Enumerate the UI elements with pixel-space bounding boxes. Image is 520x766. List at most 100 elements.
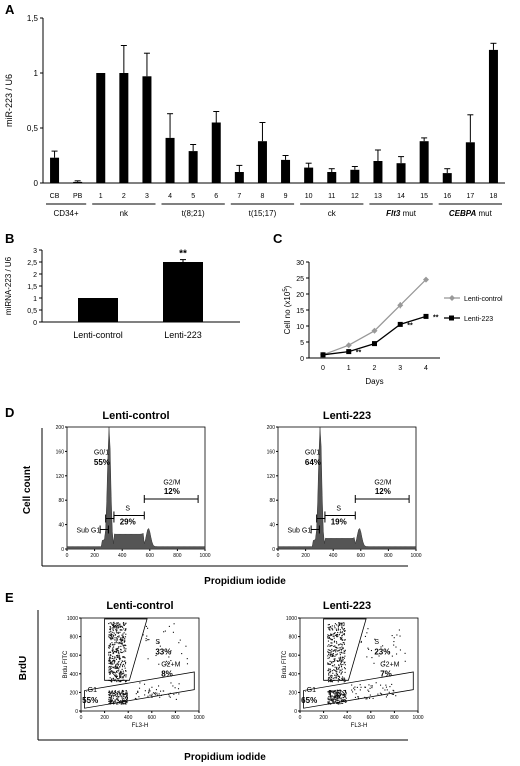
dot	[336, 695, 338, 697]
dot	[334, 689, 336, 692]
dot	[123, 703, 125, 705]
dot	[334, 695, 336, 697]
dot	[335, 651, 337, 653]
dot	[125, 669, 127, 672]
dot	[340, 622, 342, 624]
histogram	[66, 427, 206, 550]
dot	[108, 700, 110, 702]
y-axis-label: Cell no (x105)	[283, 285, 292, 334]
dot	[343, 667, 346, 669]
dot	[121, 637, 123, 639]
dot	[391, 655, 393, 657]
dot	[122, 697, 124, 699]
s-percentage: 29%	[120, 518, 136, 527]
g2m-label: G2/M	[163, 479, 180, 486]
x-tick-label: 1000	[410, 553, 421, 559]
dot	[343, 678, 345, 680]
dot	[337, 699, 339, 702]
dot	[338, 664, 340, 666]
dot	[108, 631, 110, 633]
dot	[382, 687, 384, 689]
dot	[334, 649, 336, 651]
x-tick-label: 600	[146, 553, 155, 559]
dot	[118, 623, 120, 625]
dot	[344, 651, 346, 653]
dot	[185, 645, 187, 647]
dot	[341, 646, 343, 648]
dot	[336, 624, 338, 626]
dot	[398, 629, 400, 631]
dot	[116, 622, 118, 625]
dot	[338, 675, 340, 677]
group-label: t(15;17)	[249, 209, 277, 218]
dot	[329, 637, 331, 640]
dot	[110, 627, 112, 629]
dot	[142, 634, 144, 636]
dot	[120, 694, 122, 696]
dot	[109, 672, 111, 674]
dot	[345, 701, 347, 703]
g01-percentage: 55%	[94, 458, 110, 467]
y-tick-label: 1000	[286, 616, 297, 622]
dot	[343, 629, 345, 631]
dot	[330, 698, 332, 700]
dot	[116, 623, 118, 625]
dot	[114, 637, 116, 639]
x-tick-label: 4	[424, 365, 428, 372]
dot	[121, 660, 123, 662]
dot	[116, 639, 119, 641]
dot	[335, 674, 337, 676]
dot	[120, 670, 122, 672]
dot	[351, 691, 354, 693]
dot	[113, 701, 115, 703]
dot	[339, 700, 341, 702]
dot	[340, 665, 342, 667]
g2m-percentage: 7%	[380, 670, 392, 679]
dot	[328, 681, 330, 683]
dot	[333, 664, 336, 666]
dot	[335, 668, 338, 670]
dot	[112, 628, 114, 630]
g1-g2m-gate	[303, 671, 414, 709]
dot	[116, 656, 118, 658]
dot	[328, 657, 330, 659]
dot	[110, 661, 112, 663]
dot	[328, 692, 330, 694]
dot	[336, 674, 338, 676]
significance-mark: **	[179, 249, 187, 260]
dot	[112, 650, 114, 653]
legend-marker	[449, 295, 455, 301]
dot	[112, 631, 114, 633]
dot	[125, 644, 127, 647]
dot	[118, 661, 120, 663]
dot	[344, 652, 346, 654]
dot	[178, 683, 180, 685]
dot	[343, 623, 345, 625]
g2m-label: G2+M	[161, 661, 180, 668]
dot	[109, 665, 111, 668]
category-label: CB	[50, 193, 60, 200]
dot	[114, 665, 116, 668]
dot	[115, 641, 117, 643]
dot	[117, 678, 119, 680]
dot	[124, 623, 126, 625]
dot	[164, 630, 166, 632]
dot	[117, 661, 119, 663]
dot	[155, 654, 157, 657]
dot	[115, 700, 117, 702]
dot	[124, 703, 126, 705]
dot	[339, 696, 341, 698]
dot	[124, 644, 126, 646]
dot	[111, 695, 113, 697]
dot	[342, 633, 344, 635]
dot	[112, 655, 114, 658]
dot	[379, 684, 382, 686]
y-tick-label: 25	[296, 276, 304, 283]
y-axis-label: BrdU	[18, 656, 29, 680]
dot	[148, 691, 150, 693]
dot	[345, 692, 347, 694]
dot	[111, 623, 113, 625]
dot	[327, 653, 330, 655]
histogram	[277, 426, 417, 550]
dot	[339, 689, 341, 691]
